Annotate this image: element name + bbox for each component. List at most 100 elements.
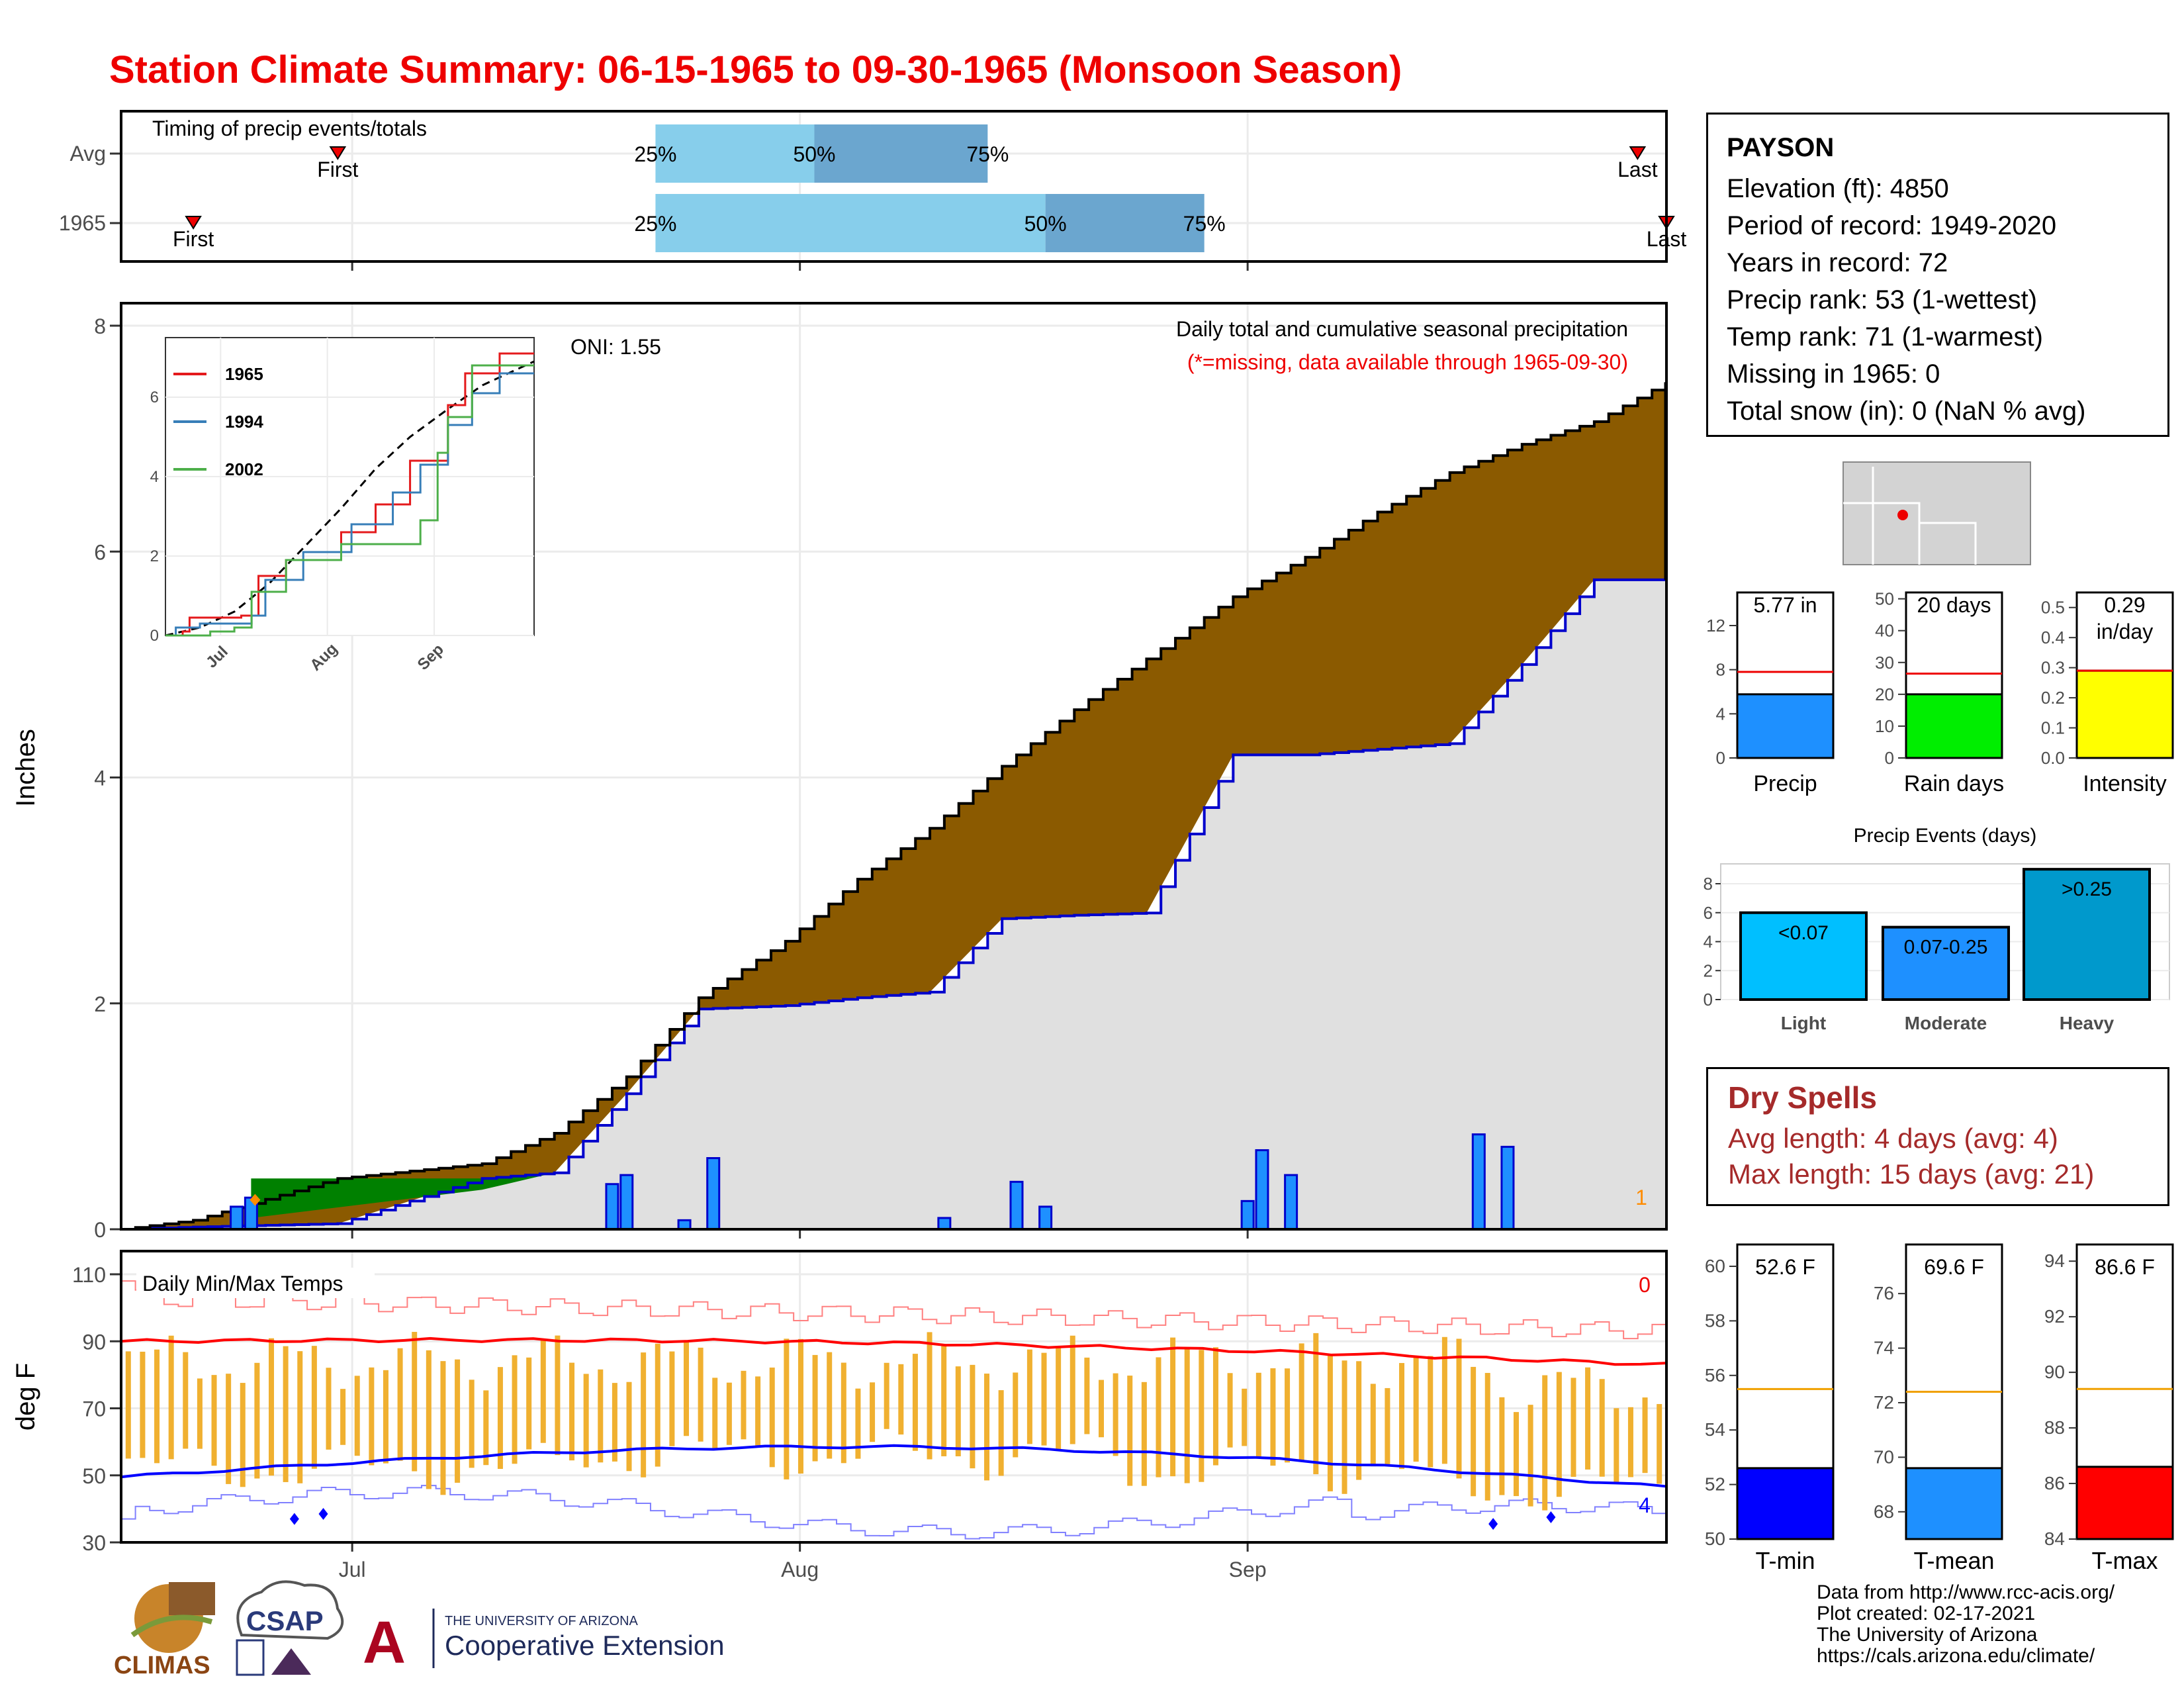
daily-temp-bar [469, 1380, 475, 1468]
daily-temp-bar [240, 1383, 246, 1487]
events-bar-text: 0.07-0.25 [1904, 937, 1988, 959]
station-elevation: Elevation (ft): 4850 [1727, 174, 1949, 203]
daily-temp-bar [283, 1346, 289, 1482]
climas-logo-text: CLIMAS [114, 1652, 210, 1679]
daily-temp-bar [698, 1347, 704, 1442]
daily-temp-bar [984, 1374, 990, 1481]
events-xlabel: Heavy [2060, 1013, 2115, 1033]
temp-gauge-tick-label: 58 [1705, 1310, 1725, 1331]
timing-bar-lower [655, 194, 1046, 252]
precip-ytick-label: 2 [94, 992, 106, 1016]
daily-temp-bar [540, 1340, 546, 1443]
temp-gauge-tick-label: 74 [1874, 1338, 1894, 1358]
daily-temp-bar [168, 1335, 174, 1460]
gauge-value-bar [1905, 693, 2003, 759]
precip-ytick-label: 4 [94, 767, 106, 790]
station-precip-rank: Precip rank: 53 (1-wettest) [1727, 285, 2038, 314]
gauge-tick-label: 0.2 [2041, 688, 2065, 708]
temp-gauge-tick-label: 92 [2044, 1306, 2065, 1327]
daily-temp-bar [369, 1367, 375, 1466]
avg-tmax-line [120, 1336, 1667, 1366]
daily-temp-bar [326, 1368, 332, 1450]
daily-temp-bar [183, 1352, 189, 1449]
dry-spells-avg: Avg length: 4 days (avg: 4) [1728, 1123, 2058, 1154]
events-bar-text: >0.25 [2062, 878, 2112, 900]
station-missing: Missing in 1965: 0 [1727, 359, 1940, 389]
daily-temp-bar [1484, 1373, 1490, 1501]
timing-bar-upper [814, 124, 988, 183]
ua-a-icon: A [363, 1610, 406, 1676]
gauge-tick-label: 10 [1875, 716, 1894, 736]
precip-ytick-label: 0 [94, 1218, 106, 1242]
inset-ytick-label: 2 [150, 547, 159, 565]
temp-gauge-tick-label: 60 [1705, 1256, 1725, 1276]
gauge-tick-label: 50 [1875, 589, 1894, 609]
daily-temp-bar [855, 1388, 861, 1459]
daily-temp-bar [755, 1376, 761, 1448]
record-low-marker [1488, 1518, 1498, 1530]
daily-temp-bar [1069, 1335, 1075, 1444]
gauge-label: Rain days [1904, 771, 2004, 796]
temp-gauge-tick-label: 70 [1874, 1446, 1894, 1467]
daily-temp-bar [684, 1342, 690, 1436]
observed-above-avg-area [121, 382, 1666, 1229]
daily-temp-bar [197, 1378, 203, 1449]
daily-temp-bar [1212, 1347, 1218, 1466]
station-snow: Total snow (in): 0 (NaN % avg) [1727, 397, 2086, 426]
climas-swoosh-icon [130, 1615, 213, 1638]
daily-temp-bar [555, 1335, 561, 1456]
temp-bg [121, 1251, 1666, 1542]
temp-ytick-label: 110 [72, 1263, 106, 1287]
station-years: Years in record: 72 [1727, 248, 1948, 277]
daily-temp-bar [1542, 1375, 1548, 1511]
csap-logo-text: CSAP [246, 1605, 324, 1636]
timing-p50-label: 50% [1024, 212, 1067, 236]
inset-legend-label: 1965 [225, 364, 263, 384]
credit-data: Data from http://www.rcc-acis.org/ [1817, 1581, 2115, 1603]
inset-ytick-label: 6 [150, 389, 159, 406]
temp-panel-label: Daily Min/Max Temps [142, 1272, 343, 1295]
daily-temp-bar [154, 1349, 160, 1464]
daily-temp-bar [483, 1390, 489, 1466]
timing-p75-label: 75% [1183, 212, 1226, 236]
daily-temp-bar [1456, 1338, 1462, 1479]
precip-ylabel: Inches [11, 729, 40, 807]
daily-temp-bar [1056, 1346, 1062, 1450]
temp-gauge-label: T-max [2091, 1547, 2158, 1574]
inset-avg-line [165, 360, 535, 637]
daily-temp-bar [297, 1351, 303, 1483]
daily-temp-bar [140, 1351, 146, 1458]
gauge-tick-label: 0.3 [2041, 658, 2065, 678]
credit-url[interactable]: https://cals.arizona.edu/climate/ [1817, 1645, 2095, 1667]
daily-temp-bar [1127, 1376, 1133, 1486]
daily-temp-bar [1385, 1387, 1390, 1466]
daily-temp-bar [440, 1361, 446, 1495]
timing-row-label: 1965 [59, 211, 106, 235]
daily-temp-bar [125, 1351, 131, 1459]
daily-temp-bar [354, 1376, 360, 1456]
daily-temp-bar [1098, 1380, 1104, 1438]
timing-last-marker [1629, 146, 1647, 160]
temp-xtick-label: Jul [339, 1558, 366, 1581]
temp-ytick-label: 70 [82, 1397, 106, 1421]
timing-first-marker [185, 216, 202, 230]
station-location-dot [1897, 510, 1908, 520]
daily-temp-bar [970, 1364, 976, 1469]
temp-top-right-label: 0 [1639, 1273, 1651, 1297]
gauge-tick-label: 20 [1875, 684, 1894, 704]
daily-temp-bar [898, 1364, 904, 1435]
daily-temp-bar [641, 1352, 647, 1477]
daily-temp-bar [912, 1354, 918, 1451]
daily-temp-bar [1556, 1372, 1562, 1497]
timing-last-label: Last [1617, 158, 1658, 181]
events-title: Precip Events (days) [1854, 825, 2037, 847]
timing-frame [120, 110, 1668, 263]
station-period: Period of record: 1949-2020 [1727, 211, 2057, 240]
gauge-value-text: 20 days [1917, 593, 1991, 617]
gauge-tick-label: 4 [1716, 704, 1725, 724]
csap-mountain-icon [271, 1648, 311, 1675]
daily-temp-bar [1170, 1337, 1176, 1477]
timing-p50-label: 50% [793, 142, 835, 166]
timing-first-label: First [317, 158, 358, 181]
